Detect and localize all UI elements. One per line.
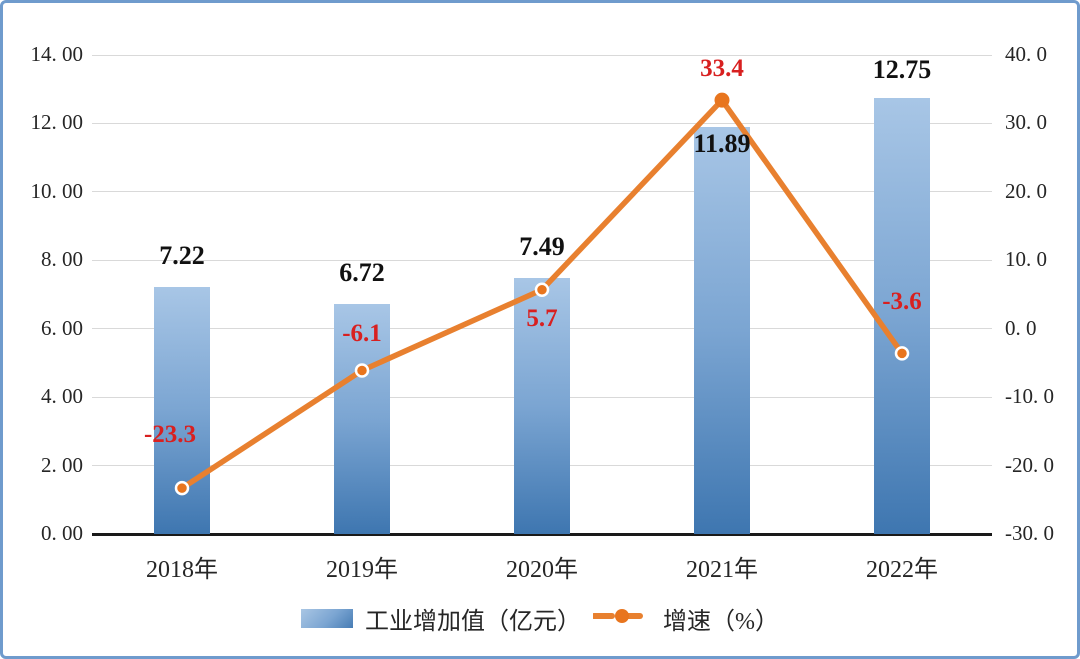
line-value-label: 33.4 xyxy=(700,55,744,83)
legend-line-label: 增速（%） xyxy=(663,609,779,635)
bar-value-label: 11.89 xyxy=(693,129,751,159)
y-axis-left-tick: 10. 00 xyxy=(30,178,84,203)
line-value-label: -3.6 xyxy=(882,288,922,316)
legend: 工业增加值（亿元） 增速（%） xyxy=(3,601,1077,636)
y-axis-right-tick: 10. 0 xyxy=(1005,247,1047,272)
line-marker-2020年 xyxy=(534,282,550,297)
line-marker-2018年 xyxy=(174,480,190,496)
bar-2020年 xyxy=(514,277,570,534)
data-labels-layer: 7.22 6.72 7.49 11.89 12.75 -23.3 -6.1 5.7 33.4 -3… xyxy=(3,3,1077,656)
legend-line-marker-icon xyxy=(591,606,653,631)
growth-rate-line xyxy=(174,92,910,496)
y-axis-left-tick: 8. 00 xyxy=(41,247,83,272)
y-axis-right-tick: -10. 0 xyxy=(1005,384,1054,409)
x-axis-label: 2021年 xyxy=(686,557,758,583)
y-axis-left-tick: 14. 00 xyxy=(30,42,84,66)
bar-2021年 xyxy=(694,127,750,534)
y-axis-right-tick: 20. 0 xyxy=(1005,178,1047,203)
y-axis-left-tick: 6. 00 xyxy=(41,315,83,340)
x-axis-label: 2020年 xyxy=(506,557,578,583)
y-axis-left-tick: 2. 00 xyxy=(41,452,83,477)
bar-value-label: 7.22 xyxy=(159,240,205,270)
bar-value-label: 12.75 xyxy=(872,54,932,84)
bar-2022年 xyxy=(874,97,930,534)
y-axis-right-tick: 40. 0 xyxy=(1005,42,1047,66)
gridline xyxy=(92,259,992,261)
line-marker-2021年 xyxy=(714,92,730,108)
x-axis-line xyxy=(92,532,992,536)
gridline xyxy=(92,191,992,193)
bar-value-label: 7.49 xyxy=(519,231,565,261)
y-axis-right-tick: 30. 0 xyxy=(1005,110,1047,135)
line-marker-2022年 xyxy=(894,346,910,361)
bar-2019年 xyxy=(334,304,390,534)
legend-bar-swatch-icon xyxy=(301,609,353,628)
legend-bar-label: 工业增加值（亿元） xyxy=(365,609,581,635)
y-axis-left-tick: 0. 00 xyxy=(41,521,83,545)
gridline xyxy=(92,54,992,56)
x-axis-label: 2018年 xyxy=(146,557,218,583)
axes-labels-layer: 0. 00 -30. 0 2. 00 -20. 0 4. 00 -10. 0 6. 00 0.… xyxy=(3,3,1077,656)
line-series-layer xyxy=(3,3,1077,656)
bar-series-layer xyxy=(3,3,1077,656)
y-axis-left-tick: 4. 00 xyxy=(41,384,83,409)
y-axis-right-tick: -20. 0 xyxy=(1005,452,1054,477)
line-value-label: -23.3 xyxy=(143,421,197,449)
x-axis-label: 2022年 xyxy=(866,557,938,583)
x-axis-label: 2019年 xyxy=(326,557,398,583)
y-axis-right-tick: -30. 0 xyxy=(1005,521,1054,545)
line-value-label: -6.1 xyxy=(342,320,382,348)
y-axis-left-tick: 12. 00 xyxy=(30,110,84,135)
gridline xyxy=(92,122,992,124)
line-value-label: 5.7 xyxy=(526,304,558,332)
bar-value-label: 6.72 xyxy=(339,258,385,288)
line-marker-2019年 xyxy=(354,363,370,378)
y-axis-right-tick: 0. 0 xyxy=(1005,315,1037,340)
